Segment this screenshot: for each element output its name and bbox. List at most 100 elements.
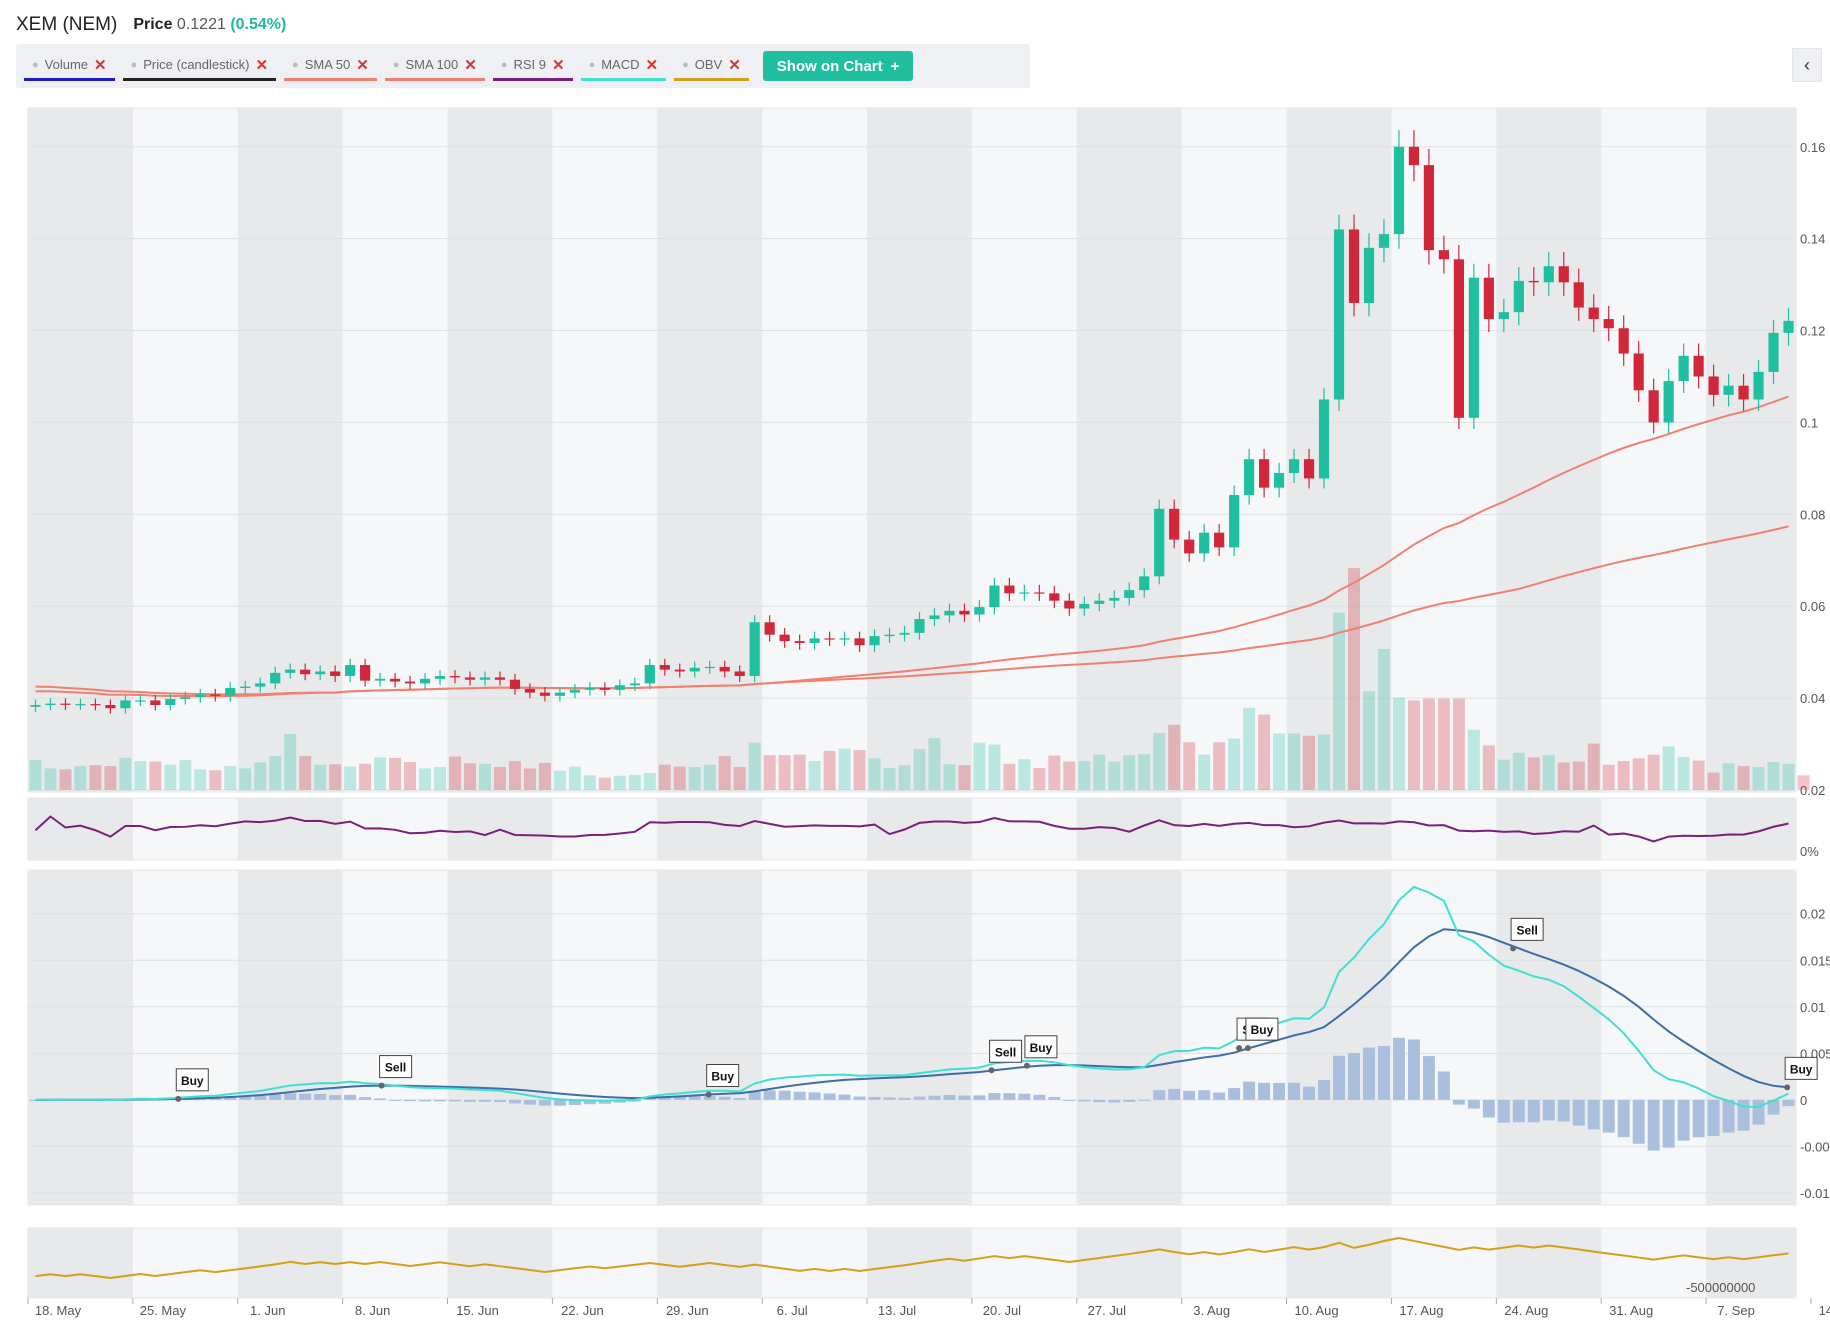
eye-icon[interactable]: ● [588,58,596,71]
price-display: Price 0.1221 (0.54%) [133,16,286,34]
macd-histogram-bar [1228,1088,1241,1100]
volume-bar [1527,757,1540,790]
volume-bar [1617,761,1630,790]
candle-body [1199,532,1210,554]
candle-body [1303,459,1315,479]
signal-marker [705,1091,712,1098]
volume-bar [149,761,162,790]
volume-bar [104,766,117,790]
macd-histogram-bar [1078,1099,1091,1102]
volume-bar [1722,763,1735,790]
macd-histogram-bar [1512,1099,1525,1123]
macd-histogram-bar [374,1098,387,1100]
candle-body [1094,600,1105,604]
eye-icon[interactable]: ● [292,58,299,71]
remove-icon[interactable]: ✕ [464,56,477,74]
price-label: Price [133,16,173,33]
remove-icon[interactable]: ✕ [255,56,269,74]
macd-histogram-bar [568,1099,581,1106]
x-tick-label: 13. Jul [878,1303,916,1318]
indicator-label: RSI 9 [513,57,546,72]
volume-bar [808,761,821,790]
indicator-chip-sma-100[interactable]: ● SMA 100 ✕ [384,51,485,81]
macd-tick-label: -0.005 [1800,1139,1830,1154]
candle-body [1558,266,1569,283]
signal-label: Buy [1790,1062,1813,1076]
indicator-chip-sma-50[interactable]: ● SMA 50 ✕ [284,51,377,81]
volume-bar [973,742,986,790]
remove-icon[interactable]: ✕ [356,56,369,74]
remove-icon[interactable]: ✕ [94,56,107,74]
macd-histogram-bar [478,1099,491,1102]
price-tick-label: 0.16 [1800,140,1825,155]
symbol-title: XEM (NEM) [16,14,118,35]
candle-body [599,688,610,690]
volume-bar [1557,762,1570,790]
eye-icon[interactable]: ● [500,58,508,71]
volume-bar [508,761,521,790]
volume-bar [299,756,312,790]
show-on-chart-label: Show on Chart [776,57,883,75]
indicator-label: MACD [601,57,640,72]
volume-bar [1542,755,1555,790]
macd-histogram-bar [823,1093,836,1100]
candle-body [1109,597,1120,601]
volume-bar [883,767,896,790]
macd-histogram-bar [404,1099,417,1102]
remove-icon[interactable]: ✕ [551,56,565,74]
candle-body [734,671,745,677]
macd-histogram-bar [1722,1099,1735,1133]
remove-icon[interactable]: ✕ [728,56,741,74]
macd-histogram-bar [224,1096,237,1100]
candle-body [1004,585,1015,594]
candle-body [1603,319,1614,329]
macd-histogram-bar [793,1091,806,1100]
indicator-label: OBV [694,57,723,72]
volume-bar [1482,745,1495,790]
indicator-chip-volume[interactable]: ● Volume ✕ [24,51,115,81]
volume-bar [553,770,566,790]
eye-icon[interactable]: ● [392,58,400,71]
week-shade [237,798,343,860]
indicator-chip-price-candlestick[interactable]: ● Price (candlestick) ✕ [122,51,277,81]
collapse-panel-button[interactable]: ‹ [1792,48,1822,82]
eye-icon[interactable]: ● [682,58,689,71]
price-tick-label: 0.06 [1800,599,1825,614]
week-shade [1496,1228,1602,1298]
candle-body [1663,381,1674,423]
remove-icon[interactable]: ✕ [645,56,659,74]
candle-body [1244,459,1255,496]
obv-line [35,1236,1789,1280]
macd-histogram-bar [1108,1099,1121,1103]
candle-body [1259,459,1270,488]
candle-body [105,705,116,709]
candle-body [1214,532,1225,548]
volume-bar [449,756,462,790]
eye-icon[interactable]: ● [130,58,138,71]
week-shade [447,108,553,792]
volume-bar [89,765,102,790]
indicator-chip-macd[interactable]: ● MACD ✕ [580,51,667,81]
eye-icon[interactable]: ● [32,58,39,71]
indicator-chip-rsi-9[interactable]: ● RSI 9 ✕ [492,51,573,81]
candle-body [1348,229,1360,303]
signal-marker [1023,1062,1030,1069]
show-on-chart-button[interactable]: Show on Chart + [762,51,914,81]
candle-body [255,683,266,687]
week-shade [1496,108,1602,792]
candle-body [1528,280,1539,283]
candle-body [839,638,850,640]
macd-histogram-bar [1063,1099,1076,1101]
volume-bar [224,766,237,790]
macd-histogram-bar [1617,1099,1630,1138]
signal-label: Buy [1251,1023,1274,1037]
indicator-label: SMA 50 [304,57,351,72]
indicator-chip-obv[interactable]: ● OBV ✕ [674,51,749,81]
x-tick-label: 8. Jun [355,1303,390,1318]
volume-bar [1348,568,1360,790]
macd-histogram-bar [1333,1055,1346,1100]
volume-bar [164,764,177,790]
volume-bar [598,777,611,790]
candle-body [1169,508,1180,540]
